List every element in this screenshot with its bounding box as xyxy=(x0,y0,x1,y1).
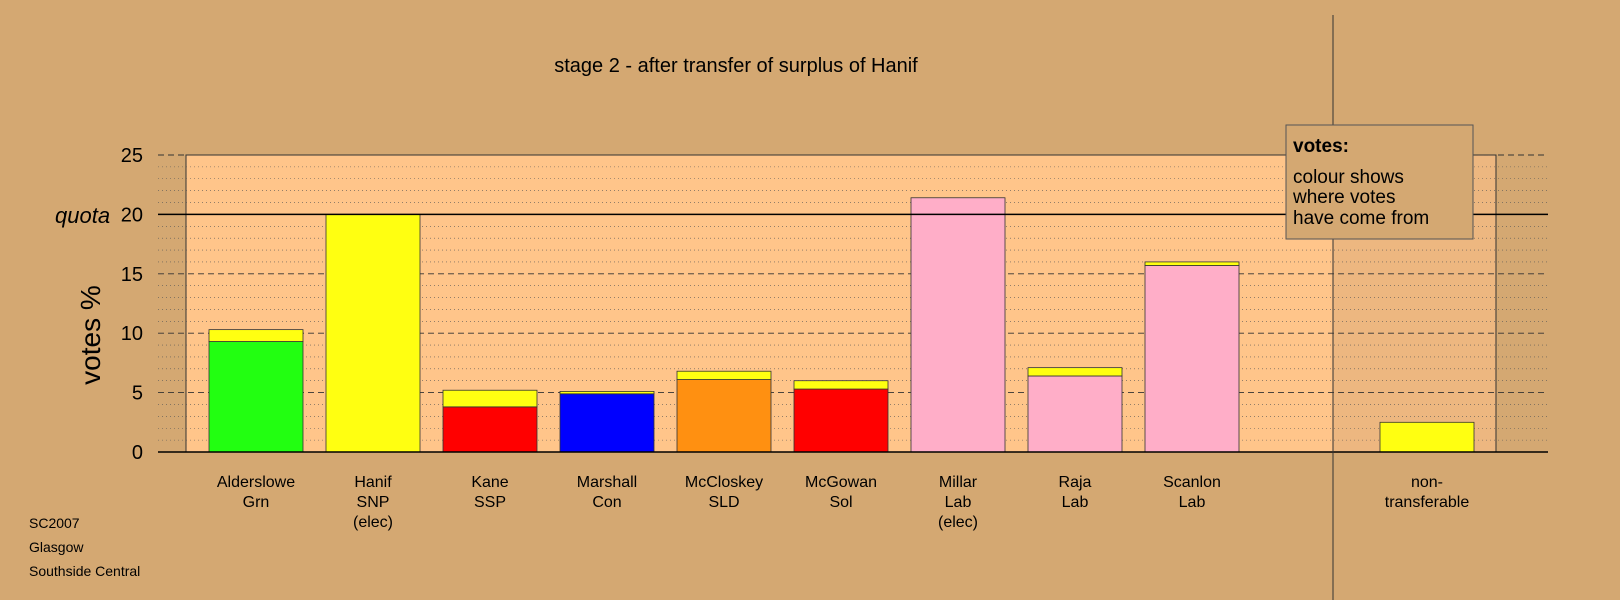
footer-line: Glasgow xyxy=(29,539,84,555)
bar-segment xyxy=(1144,265,1240,453)
plot-area: 0 5 10 15 20 25 Alderslowe Grn Hanif SNP (elec) Kan… xyxy=(121,15,1548,600)
legend: votes: colour shows where votes have com… xyxy=(1285,124,1474,240)
category-label: Lab xyxy=(945,494,972,511)
y-axis-label: votes % xyxy=(75,285,106,385)
category-label: Alderslowe xyxy=(217,474,295,491)
category-label: Lab xyxy=(1179,494,1206,511)
bar-segment xyxy=(793,380,889,390)
legend-box xyxy=(1285,124,1474,240)
bar-segment xyxy=(442,406,538,453)
y-tick-label: 10 xyxy=(121,323,143,345)
bar-segment xyxy=(1027,375,1123,453)
category-label: non- xyxy=(1411,474,1443,491)
legend-title: votes: xyxy=(1293,136,1349,157)
category-label: Con xyxy=(592,494,621,511)
y-tick-label: 25 xyxy=(121,145,143,167)
bar-segment xyxy=(1144,261,1240,266)
category-label: Sol xyxy=(829,494,852,511)
category-label: McGowan xyxy=(805,474,877,491)
category-label: Grn xyxy=(243,494,270,511)
legend-line: where votes xyxy=(1292,187,1395,208)
category-label: transferable xyxy=(1385,494,1470,511)
footer-line: SC2007 xyxy=(29,515,80,531)
legend-line: have come from xyxy=(1293,208,1429,229)
bar-segment xyxy=(1027,367,1123,377)
bar-segment xyxy=(325,213,421,453)
category-label: Lab xyxy=(1062,494,1089,511)
y-tick-label: 20 xyxy=(121,204,143,226)
category-label: Hanif xyxy=(354,474,392,491)
category-label: Kane xyxy=(471,474,508,491)
category-label: Millar xyxy=(939,474,978,491)
category-label: Scanlon xyxy=(1163,474,1221,491)
category-label: Marshall xyxy=(577,474,637,491)
chart-title: stage 2 - after transfer of surplus of H… xyxy=(554,55,918,77)
bar-segment xyxy=(676,379,772,453)
legend-line: colour shows xyxy=(1293,167,1404,188)
category-label: Raja xyxy=(1059,474,1092,491)
bar-segment xyxy=(442,389,538,408)
bar-segment xyxy=(559,393,655,453)
bar-segment xyxy=(208,329,304,342)
y-tick-label: 15 xyxy=(121,264,143,286)
bar-segment xyxy=(793,388,889,453)
bar-segment xyxy=(676,370,772,380)
y-tick-label: 0 xyxy=(132,442,143,464)
category-label: SLD xyxy=(708,494,739,511)
bar-segment xyxy=(208,341,304,453)
footer-line: Southside Central xyxy=(29,563,140,579)
quota-label: quota xyxy=(55,203,110,228)
bar-segment xyxy=(1379,421,1475,453)
bar-segment xyxy=(910,197,1006,453)
category-label: SNP xyxy=(357,494,390,511)
category-label: McCloskey xyxy=(685,474,763,491)
y-tick-label: 5 xyxy=(132,383,143,405)
category-label: (elec) xyxy=(938,514,978,531)
category-label: SSP xyxy=(474,494,506,511)
bar-segment xyxy=(559,391,655,395)
category-label: (elec) xyxy=(353,514,393,531)
